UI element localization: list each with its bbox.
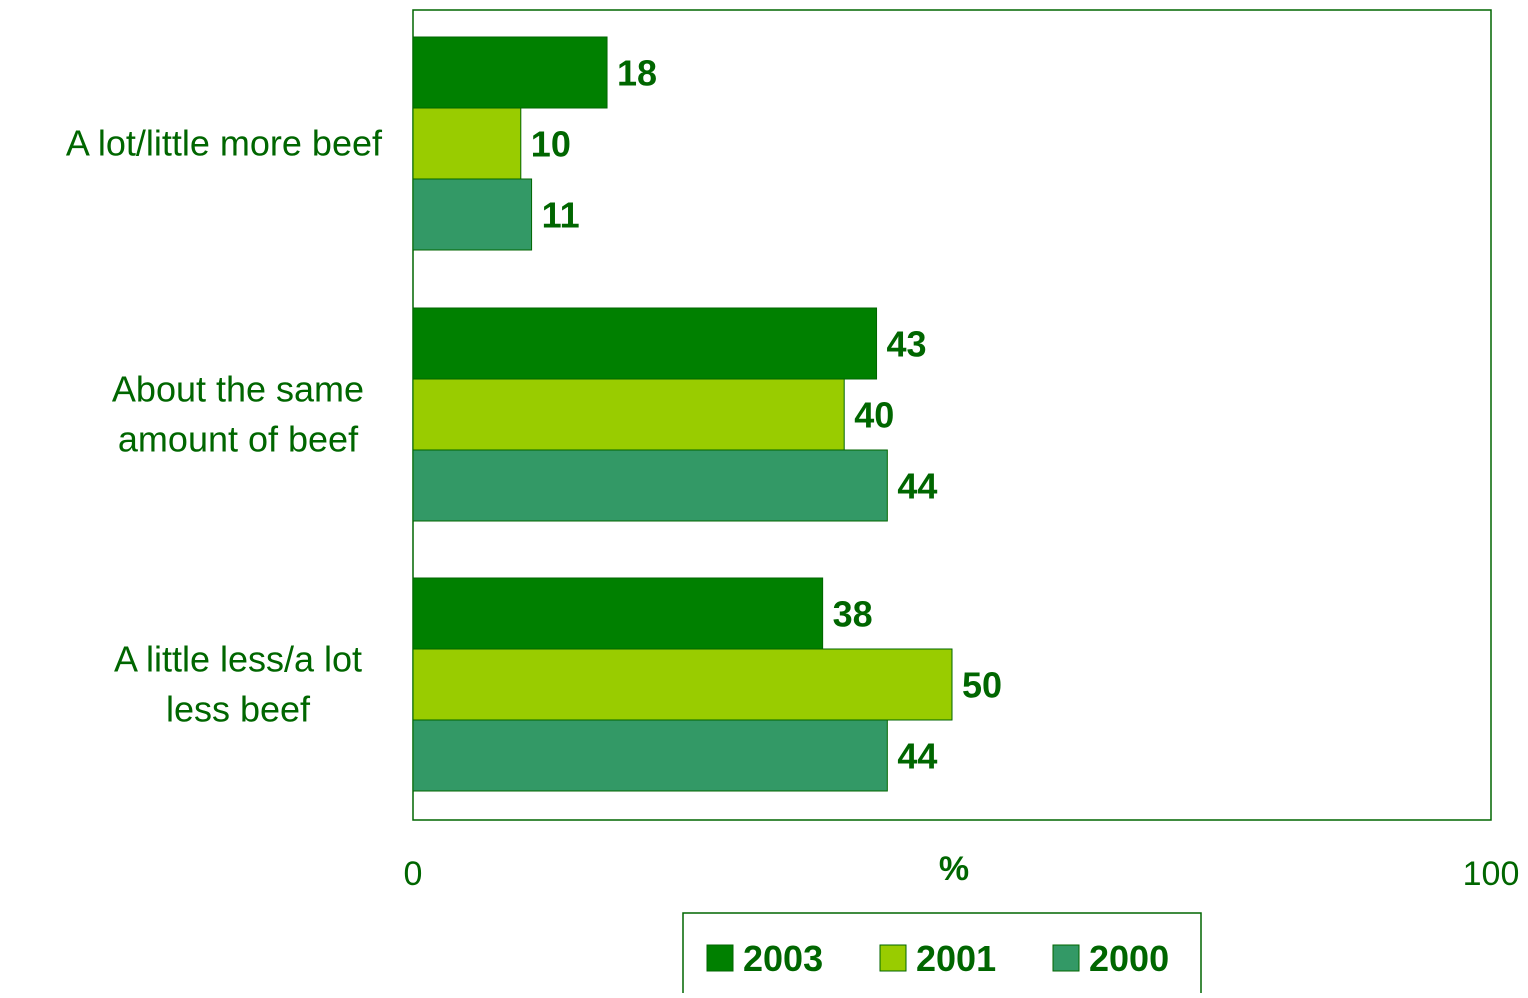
- category-label-2-line-1: less beef: [166, 689, 311, 730]
- bar-2000-cat-2: [412, 719, 888, 792]
- data-label-2003-cat-2: 38: [833, 594, 873, 635]
- data-label-2001-cat-1: 40: [854, 395, 894, 436]
- legend-swatch-2003: [706, 944, 734, 972]
- data-label-2000-cat-2: 44: [897, 736, 937, 777]
- category-label-2-line-0: A little less/a lot: [114, 639, 362, 680]
- legend: 2003 2001 2000: [682, 912, 1202, 998]
- legend-label-2001: 2001: [916, 938, 996, 979]
- x-axis-label: %: [939, 850, 969, 888]
- bar-2001-cat-0: [412, 107, 522, 180]
- legend-label-2003: 2003: [743, 938, 823, 979]
- legend-swatch-2001: [879, 944, 907, 972]
- legend-box: [682, 912, 1202, 998]
- bar-2000-cat-0: [412, 178, 533, 251]
- axis-layer: 0 100%: [404, 850, 1520, 893]
- x-tick-label-1: 100: [1463, 855, 1520, 893]
- bar-2000-cat-1: [412, 449, 888, 522]
- data-label-2001-cat-2: 50: [962, 665, 1002, 706]
- data-label-2000-cat-1: 44: [897, 466, 937, 507]
- category-label-0-line-0: A lot/little more beef: [66, 123, 383, 164]
- bar-2001-cat-2: [412, 648, 953, 721]
- data-label-2003-cat-1: 43: [887, 324, 927, 365]
- bars-layer: [412, 36, 953, 792]
- category-label-1-line-0: About the same: [112, 369, 364, 410]
- legend-swatch-2000: [1052, 944, 1080, 972]
- data-label-2000-cat-0: 11: [542, 195, 580, 236]
- bar-2001-cat-1: [412, 378, 845, 451]
- bar-2003-cat-0: [412, 36, 608, 109]
- data-label-2003-cat-0: 18: [617, 53, 657, 94]
- bar-2003-cat-2: [412, 577, 824, 650]
- legend-label-2000: 2000: [1089, 938, 1169, 979]
- data-label-2001-cat-0: 10: [531, 124, 571, 165]
- x-tick-label-0: 0: [404, 855, 423, 893]
- bar-2003-cat-1: [412, 307, 878, 380]
- category-label-1-line-1: amount of beef: [118, 419, 359, 460]
